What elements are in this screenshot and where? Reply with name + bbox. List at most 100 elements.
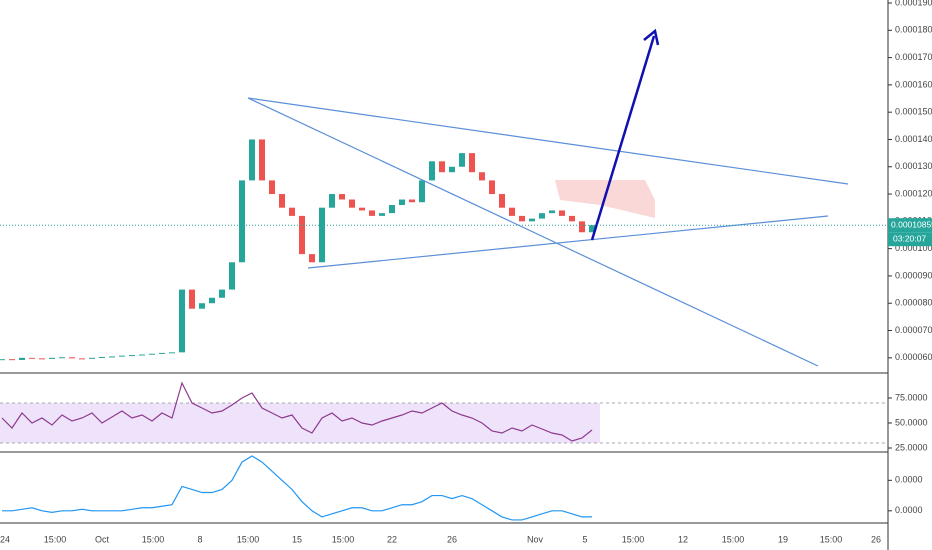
- candle: [479, 172, 485, 181]
- x-tick-label: 5: [582, 534, 587, 544]
- candle: [19, 357, 25, 360]
- candle: [9, 359, 15, 361]
- candle: [119, 355, 125, 357]
- candle: [559, 210, 565, 216]
- y-tick-label: 50.0000: [895, 417, 928, 427]
- x-tick-label: 15: [292, 534, 302, 544]
- y-tick-label: 0.00015000: [895, 107, 932, 117]
- x-tick-label: 22: [387, 534, 397, 544]
- x-tick-label: 19: [778, 534, 788, 544]
- candle: [149, 353, 155, 355]
- candle: [249, 139, 255, 181]
- y-tick-label: 75.0000: [895, 392, 928, 402]
- candle: [179, 289, 185, 353]
- arrow-head: [643, 28, 660, 46]
- candle: [259, 139, 265, 181]
- x-tick-label: 15:00: [44, 534, 67, 544]
- candle: [229, 262, 235, 290]
- marks: [0, 139, 595, 521]
- candle: [69, 357, 75, 359]
- candle: [29, 357, 35, 359]
- candle: [519, 215, 525, 222]
- y-tick-label: 0.00017000: [895, 52, 932, 62]
- x-tick-label: Nov: [527, 534, 544, 544]
- y-tick-label: 25.0000: [895, 442, 928, 452]
- candle: [439, 161, 445, 173]
- candle: [49, 357, 55, 359]
- candle: [509, 207, 515, 216]
- candle: [219, 289, 225, 298]
- candle: [489, 180, 495, 195]
- arrow: [590, 35, 656, 241]
- candle: [79, 358, 85, 360]
- indicator-line: [2, 455, 592, 521]
- countdown-box: [888, 232, 932, 247]
- y-tick-label: 0.00008000: [895, 298, 932, 308]
- candle: [339, 194, 345, 200]
- y-tick-label: 0.00019000: [895, 0, 932, 7]
- x-tick-label: Oct: [95, 534, 110, 544]
- candle: [89, 357, 95, 359]
- candle: [269, 180, 275, 195]
- candle: [0, 359, 5, 361]
- y-tick-label: 0.00014000: [895, 134, 932, 144]
- rsi-band: [0, 403, 600, 443]
- candle: [499, 194, 505, 208]
- x-tick-label: 15:00: [237, 534, 260, 544]
- candle: [309, 254, 315, 263]
- candle: [399, 199, 405, 205]
- last-price-label: 0.00010859: [891, 219, 932, 229]
- candle: [299, 215, 305, 255]
- candle: [39, 358, 45, 360]
- candle: [379, 213, 385, 216]
- candle: [239, 180, 245, 263]
- candle: [389, 204, 395, 214]
- y-tick-label: 0.00006000: [895, 352, 932, 362]
- candle: [469, 153, 475, 173]
- candle: [329, 194, 335, 208]
- x-tick-label: 15:00: [622, 534, 645, 544]
- candle: [529, 218, 535, 222]
- candle: [59, 357, 65, 359]
- last-price-box: [888, 218, 932, 233]
- candle: [359, 207, 365, 211]
- x-tick-label: 15:00: [142, 534, 165, 544]
- candle: [539, 213, 545, 219]
- candle: [189, 289, 195, 309]
- candle: [129, 355, 135, 357]
- candle: [319, 207, 325, 263]
- trend-line: [307, 215, 829, 269]
- candle: [159, 352, 165, 354]
- candle: [279, 194, 285, 208]
- indicator-line: [1, 381, 593, 442]
- x-tick-label: 26: [447, 534, 457, 544]
- candle: [549, 210, 555, 214]
- candle: [289, 207, 295, 216]
- y-tick-label: 0.00012000: [895, 188, 932, 198]
- candle: [369, 210, 375, 216]
- candle: [199, 303, 205, 309]
- y-tick-label: 0.00010000: [895, 243, 932, 253]
- candle: [419, 180, 425, 203]
- candle: [569, 215, 575, 222]
- candle: [169, 352, 175, 354]
- y-tick-label: 0.00016000: [895, 79, 932, 89]
- x-tick-label: 15:00: [722, 534, 745, 544]
- candle: [209, 297, 215, 304]
- x-tick-label: 24: [0, 534, 10, 544]
- trend-line: [247, 97, 819, 367]
- y-tick-label: 0.0000: [895, 505, 923, 515]
- y-tick-label: 0.00009000: [895, 270, 932, 280]
- y-tick-label: 0.00013000: [895, 161, 932, 171]
- candle: [349, 199, 355, 208]
- y-tick-label: 0.00007000: [895, 325, 932, 335]
- candle: [449, 166, 455, 173]
- countdown-label: 03:20:07: [893, 233, 926, 243]
- y-tick-label: 0.00018000: [895, 25, 932, 35]
- x-tick-label: 8: [197, 534, 202, 544]
- candle: [459, 153, 465, 167]
- candle: [99, 356, 105, 358]
